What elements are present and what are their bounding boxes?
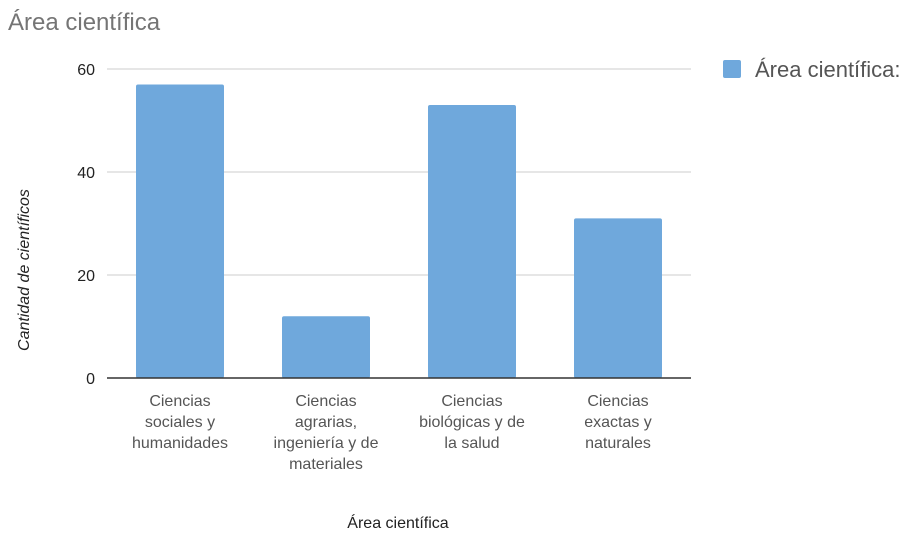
y-tick-label: 0 xyxy=(86,371,95,388)
bar xyxy=(136,84,224,378)
chart-title: Área científica xyxy=(8,9,161,36)
x-category-label-line: ingeniería y de xyxy=(274,435,379,452)
x-category-label: Ciencias agrarias, ingeniería y de material… xyxy=(274,393,379,473)
x-category-label-line: naturales xyxy=(585,435,651,452)
bars xyxy=(136,84,662,379)
y-axis-title: Cantidad de científicos xyxy=(16,189,33,351)
bar xyxy=(282,316,370,378)
y-tick-label: 20 xyxy=(77,268,95,285)
x-category-label-line: humanidades xyxy=(132,435,228,452)
legend-label: Área científica: xyxy=(755,57,901,82)
x-category-label: Ciencias biológicas y de la salud xyxy=(419,393,525,452)
x-axis-categories: Ciencias sociales y humanidades Ciencias agr… xyxy=(132,393,652,473)
x-category-label-line: Ciencias xyxy=(587,393,648,410)
x-category-label-line: exactas y xyxy=(584,414,652,431)
legend-swatch xyxy=(723,60,741,78)
x-category-label-line: sociales y xyxy=(145,414,215,431)
x-category-label-line: Ciencias xyxy=(441,393,502,410)
x-axis-title: Área científica xyxy=(347,513,448,532)
bar xyxy=(428,105,516,379)
x-category-label: Ciencias sociales y humanidades xyxy=(132,393,228,452)
legend: Área científica: xyxy=(723,57,901,82)
bar xyxy=(574,218,662,378)
x-category-label-line: la salud xyxy=(444,435,499,452)
y-axis-ticks: 0 20 40 60 xyxy=(77,62,95,388)
x-category-label-line: Ciencias xyxy=(295,393,356,410)
x-category-label-line: materiales xyxy=(289,456,363,473)
y-tick-label: 40 xyxy=(77,165,95,182)
x-category-label: Ciencias exactas y naturales xyxy=(584,393,652,452)
x-category-label-line: biológicas y de xyxy=(419,414,525,431)
x-category-label-line: agrarias, xyxy=(295,414,357,431)
y-tick-label: 60 xyxy=(77,62,95,79)
x-category-label-line: Ciencias xyxy=(149,393,210,410)
